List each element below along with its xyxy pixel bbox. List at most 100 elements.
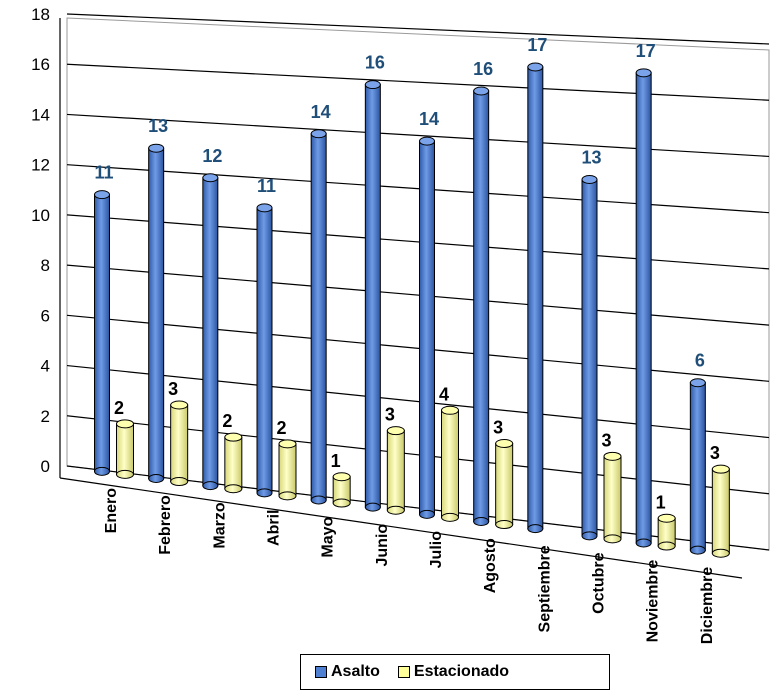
- bar-asalto-base: [635, 538, 652, 548]
- data-label-asalto: 17: [527, 35, 547, 55]
- bar-estacionado-top: [711, 464, 730, 474]
- bar-asalto-base: [202, 481, 219, 491]
- bar-asalto-top: [256, 203, 273, 213]
- bar-estacionado-base: [711, 548, 730, 558]
- y-tick-label: 16: [31, 55, 50, 74]
- bar-estacionado-base: [657, 541, 676, 551]
- bar-estacionado: [711, 468, 730, 554]
- bar-asalto: [581, 179, 598, 537]
- bar-asalto-base: [419, 509, 435, 519]
- bar-estacionado: [116, 423, 134, 475]
- data-label-asalto: 14: [419, 109, 439, 129]
- bar-asalto-top: [581, 175, 598, 185]
- y-tick-label: 10: [31, 206, 50, 225]
- x-tick-label: Noviembre: [645, 560, 662, 643]
- bar-asalto-base: [310, 495, 327, 505]
- data-label-estacionado: 3: [385, 405, 395, 425]
- bar-asalto: [689, 382, 706, 551]
- bar-asalto-top: [148, 143, 165, 153]
- legend-label-estacionado: Estacionado: [413, 663, 510, 680]
- bar-estacionado-base: [495, 520, 514, 530]
- bar-estacionado-base: [386, 505, 405, 515]
- data-label-estacionado: 3: [493, 417, 503, 437]
- data-label-asalto: 6: [695, 351, 705, 371]
- bar-asalto: [473, 90, 490, 522]
- x-tick-label: Marzo: [211, 502, 228, 548]
- x-tick-label: Septiembre: [536, 545, 553, 632]
- x-tick-label: Octubre: [591, 552, 608, 613]
- bar-asalto-base: [473, 516, 490, 526]
- bar-asalto-top: [527, 62, 544, 72]
- bar-estacionado-base: [224, 484, 243, 494]
- bar-estacionado: [603, 455, 622, 540]
- x-tick-label: Julio: [428, 531, 445, 569]
- data-label-estacionado: 2: [276, 418, 286, 438]
- bar-asalto-top: [310, 129, 327, 139]
- data-label-asalto: 13: [148, 116, 168, 136]
- bar-asalto: [256, 207, 273, 494]
- bar-estacionado: [495, 442, 514, 526]
- bar-asalto-base: [581, 531, 598, 541]
- bar-asalto: [527, 66, 544, 530]
- data-label-asalto: 13: [581, 148, 601, 168]
- data-label-estacionado: 2: [222, 411, 232, 431]
- y-tick-label: 18: [31, 5, 50, 24]
- y-tick-label: 8: [41, 256, 50, 275]
- legend-item-estacionado: Estacionado: [397, 663, 510, 681]
- bar-estacionado-base: [603, 534, 622, 544]
- y-tick-label: 4: [41, 357, 50, 376]
- bar-estacionado-top: [386, 426, 405, 436]
- bar-asalto-top: [202, 173, 219, 183]
- data-label-estacionado: 3: [601, 430, 611, 450]
- bar-asalto: [419, 140, 435, 515]
- bar-asalto-top: [689, 378, 706, 388]
- bar-estacionado-top: [657, 513, 676, 523]
- bar-asalto: [202, 177, 219, 487]
- legend-item-asalto: Asalto: [315, 663, 380, 681]
- bar-estacionado-base: [441, 512, 459, 522]
- bar-asalto-base: [689, 545, 706, 555]
- bar-asalto: [364, 84, 381, 508]
- data-label-estacionado: 2: [114, 398, 124, 418]
- data-label-estacionado: 1: [656, 492, 666, 512]
- gridline: [66, 264, 770, 326]
- bar-estacionado-base: [332, 498, 351, 508]
- y-tick-label: 0: [41, 457, 50, 476]
- x-tick-label: Diciembre: [699, 567, 716, 644]
- bar-asalto-top: [635, 68, 652, 78]
- bar-asalto: [148, 147, 165, 479]
- y-tick-label: 2: [41, 407, 50, 426]
- bar-asalto-base: [527, 524, 544, 534]
- data-label-asalto: 16: [473, 59, 493, 79]
- x-tick-label: Junio: [374, 524, 391, 567]
- bar-estacionado-top: [332, 472, 351, 482]
- bar-asalto-base: [148, 473, 165, 483]
- legend: Asalto Estacionado: [300, 654, 610, 690]
- bar-asalto-top: [94, 190, 110, 200]
- legend-label-asalto: Asalto: [331, 663, 380, 680]
- data-label-asalto: 17: [636, 41, 656, 61]
- bar-asalto-base: [94, 466, 110, 476]
- bar-estacionado: [441, 409, 459, 518]
- bar-asalto-base: [256, 488, 273, 498]
- x-axis-line: [59, 477, 743, 579]
- y-tick-label: 12: [31, 156, 50, 175]
- data-label-asalto: 11: [257, 176, 276, 196]
- bar-asalto-top: [473, 86, 490, 96]
- gridline: [66, 113, 770, 158]
- bar-estacionado: [170, 404, 189, 483]
- gridline: [66, 164, 770, 214]
- y-tick-label: 14: [31, 105, 50, 124]
- data-label-estacionado: 3: [168, 379, 178, 399]
- data-label-asalto: 11: [94, 163, 113, 183]
- bar-estacionado: [224, 436, 243, 490]
- y-tick-label: 6: [41, 306, 50, 325]
- bar-estacionado: [386, 430, 405, 511]
- data-label-asalto: 14: [311, 102, 331, 122]
- gridline: [66, 364, 770, 439]
- bar-estacionado-base: [278, 491, 297, 501]
- legend-swatch-estacionado: [397, 666, 410, 678]
- x-tick-label: Febrero: [157, 495, 174, 555]
- bar-estacionado-top: [170, 400, 189, 410]
- gridline: [66, 63, 770, 101]
